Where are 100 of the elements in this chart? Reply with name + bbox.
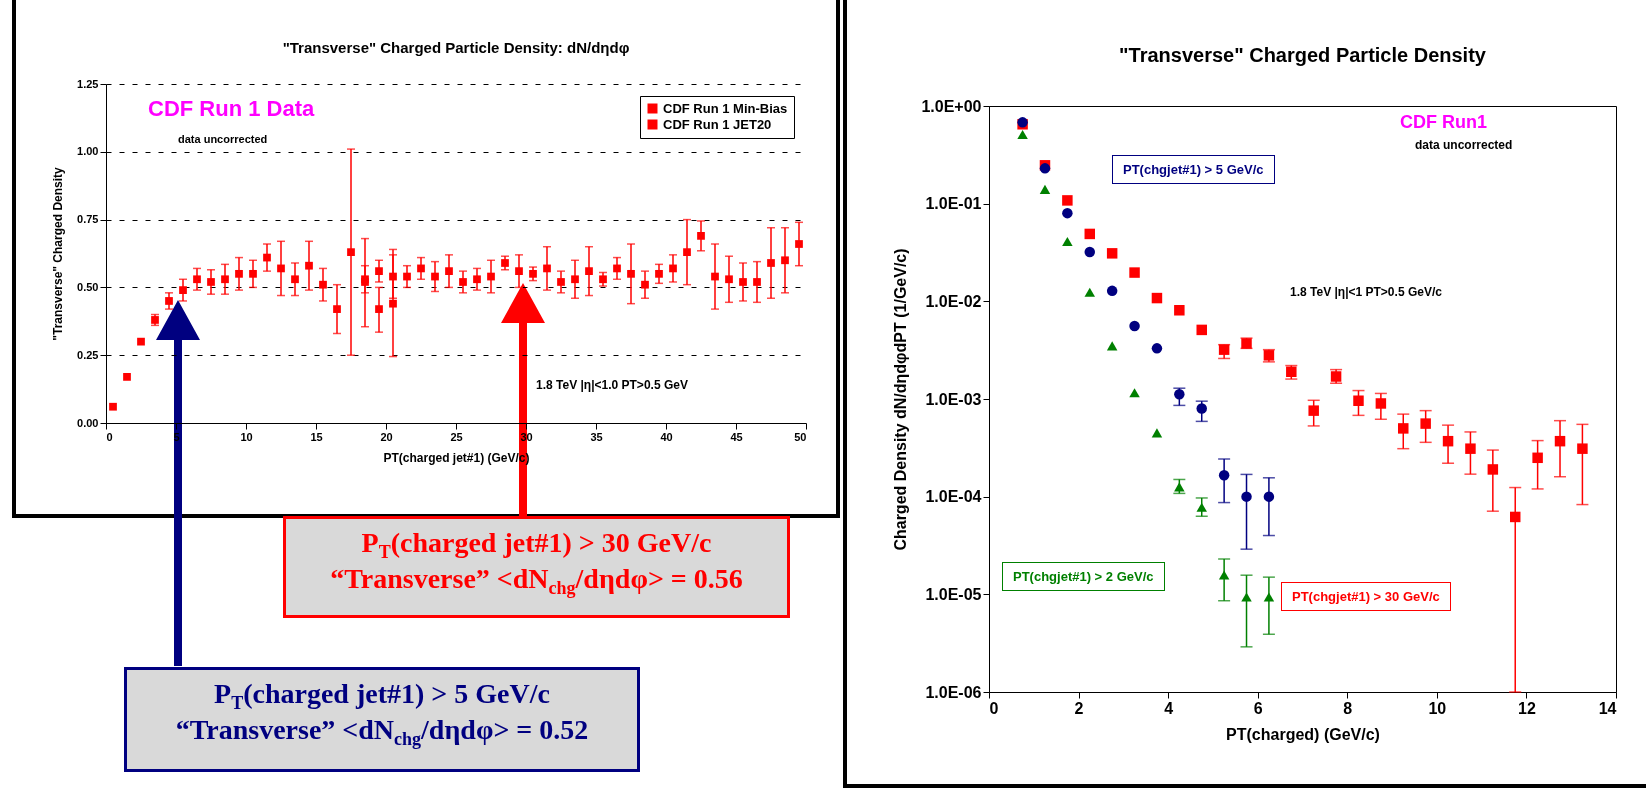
x-tick-label: 25 bbox=[450, 430, 463, 443]
annotation: data uncorrected bbox=[1415, 138, 1513, 152]
chart-title: "Transverse" Charged Particle Density bbox=[1119, 44, 1487, 66]
point bbox=[1196, 324, 1207, 336]
point bbox=[1532, 452, 1543, 464]
point bbox=[543, 264, 551, 273]
point bbox=[669, 264, 677, 273]
callout-box: P$_{T}$(charged jet#1) > 5 GeV/c “Transverse” <dN$_{chg}$/dηdφ> = 0.52 bbox=[124, 667, 640, 772]
point bbox=[725, 275, 733, 284]
legend-label: CDF Run 1 JET20 bbox=[663, 116, 772, 132]
point bbox=[501, 259, 509, 267]
y-tick-label: 1.0E-03 bbox=[925, 390, 982, 408]
point bbox=[1151, 343, 1163, 354]
point bbox=[1577, 443, 1588, 454]
x-tick-label: 4 bbox=[1164, 699, 1174, 717]
point bbox=[585, 267, 593, 275]
y-tick-label: 1.0E-05 bbox=[925, 585, 982, 603]
point bbox=[1353, 395, 1364, 406]
x-tick-label: 40 bbox=[660, 430, 673, 443]
point bbox=[1106, 248, 1118, 259]
point bbox=[515, 267, 523, 275]
point bbox=[627, 269, 635, 278]
point bbox=[1263, 491, 1275, 502]
point bbox=[1062, 207, 1073, 219]
point bbox=[557, 278, 565, 286]
point bbox=[1084, 287, 1096, 297]
point bbox=[1218, 469, 1230, 481]
legend-label: CDF Run 1 Min-Bias bbox=[663, 100, 788, 116]
x-tick-label: 12 bbox=[1518, 699, 1536, 717]
point bbox=[655, 269, 663, 278]
x-tick-label: 20 bbox=[380, 430, 393, 443]
point bbox=[739, 278, 747, 286]
point bbox=[1151, 428, 1163, 438]
point bbox=[1263, 592, 1275, 602]
point bbox=[613, 264, 621, 273]
y-tick-label: 0.00 bbox=[77, 416, 99, 429]
point bbox=[753, 278, 761, 286]
point bbox=[1174, 388, 1185, 400]
point bbox=[1174, 305, 1185, 316]
point bbox=[1129, 320, 1140, 332]
point bbox=[1039, 184, 1051, 194]
x-tick-label: 50 bbox=[794, 430, 807, 443]
y-tick-label: 1.0E-04 bbox=[925, 488, 982, 506]
point bbox=[1084, 246, 1096, 258]
text: PT(chgjet#1) > 2 GeV/c bbox=[1002, 562, 1165, 591]
point bbox=[137, 337, 145, 346]
point bbox=[123, 373, 131, 381]
point bbox=[781, 256, 789, 265]
x-tick-label: 10 bbox=[240, 430, 253, 443]
chart-title: "Transverse" Charged Particle Density: dN/dηdφ bbox=[282, 39, 630, 56]
point bbox=[431, 272, 439, 281]
point bbox=[711, 272, 719, 281]
point bbox=[1062, 195, 1073, 206]
text: PT(chgjet#1) > 5 GeV/c bbox=[1112, 155, 1275, 184]
x-tick-label: 6 bbox=[1253, 699, 1263, 717]
annotation: data uncorrected bbox=[178, 133, 268, 145]
point bbox=[1084, 228, 1096, 240]
point bbox=[1129, 267, 1140, 278]
point bbox=[445, 267, 453, 275]
x-tick-label: 2 bbox=[1074, 699, 1084, 717]
point bbox=[1062, 236, 1073, 247]
x-tick-label: 45 bbox=[730, 430, 743, 443]
point bbox=[641, 280, 649, 289]
y-tick-label: 0.50 bbox=[77, 280, 99, 293]
point bbox=[1151, 292, 1163, 304]
point bbox=[1241, 592, 1252, 602]
y-tick-label: 0.25 bbox=[77, 348, 99, 361]
point bbox=[389, 272, 397, 281]
x-tick-label: 14 bbox=[1598, 699, 1617, 717]
point bbox=[109, 402, 117, 411]
point bbox=[795, 240, 803, 248]
point bbox=[1241, 491, 1252, 502]
y-axis-title: "Transverse" Charged Density bbox=[51, 166, 66, 341]
point bbox=[1196, 403, 1207, 414]
point bbox=[1196, 502, 1207, 512]
annotation: 1.8 TeV |η|<1.0 PT>0.5 GeV bbox=[536, 378, 688, 392]
callout-box: P$_{T}$(charged jet#1) > 30 GeV/c “Transverse” <dN$_{chg}$/dηdφ> = 0.56 bbox=[283, 516, 790, 618]
x-tick-label: 5 bbox=[173, 430, 180, 443]
point bbox=[375, 267, 383, 275]
annotation: CDF Run 1 Data bbox=[148, 96, 315, 122]
point bbox=[529, 269, 537, 278]
x-axis-title: PT(charged) (GeV/c) bbox=[1226, 725, 1380, 743]
y-tick-label: 1.0E-06 bbox=[925, 683, 982, 701]
point bbox=[571, 275, 579, 284]
point bbox=[767, 259, 775, 267]
y-axis-title: Charged Density dN/dηdφdPT (1/GeV/c) bbox=[892, 248, 910, 551]
point bbox=[403, 272, 411, 281]
x-tick-label: 0 bbox=[989, 699, 999, 717]
y-tick-label: 1.0E-01 bbox=[925, 195, 982, 213]
point bbox=[417, 264, 425, 273]
y-tick-label: 1.0E-02 bbox=[925, 292, 982, 310]
point bbox=[1420, 418, 1431, 429]
x-tick-label: 0 bbox=[106, 430, 113, 443]
point bbox=[473, 275, 481, 284]
point bbox=[1017, 130, 1028, 140]
y-tick-label: 1.00 bbox=[77, 145, 99, 158]
point bbox=[1218, 570, 1230, 580]
point bbox=[1106, 341, 1118, 351]
point bbox=[683, 248, 691, 257]
x-tick-label: 8 bbox=[1343, 699, 1353, 717]
